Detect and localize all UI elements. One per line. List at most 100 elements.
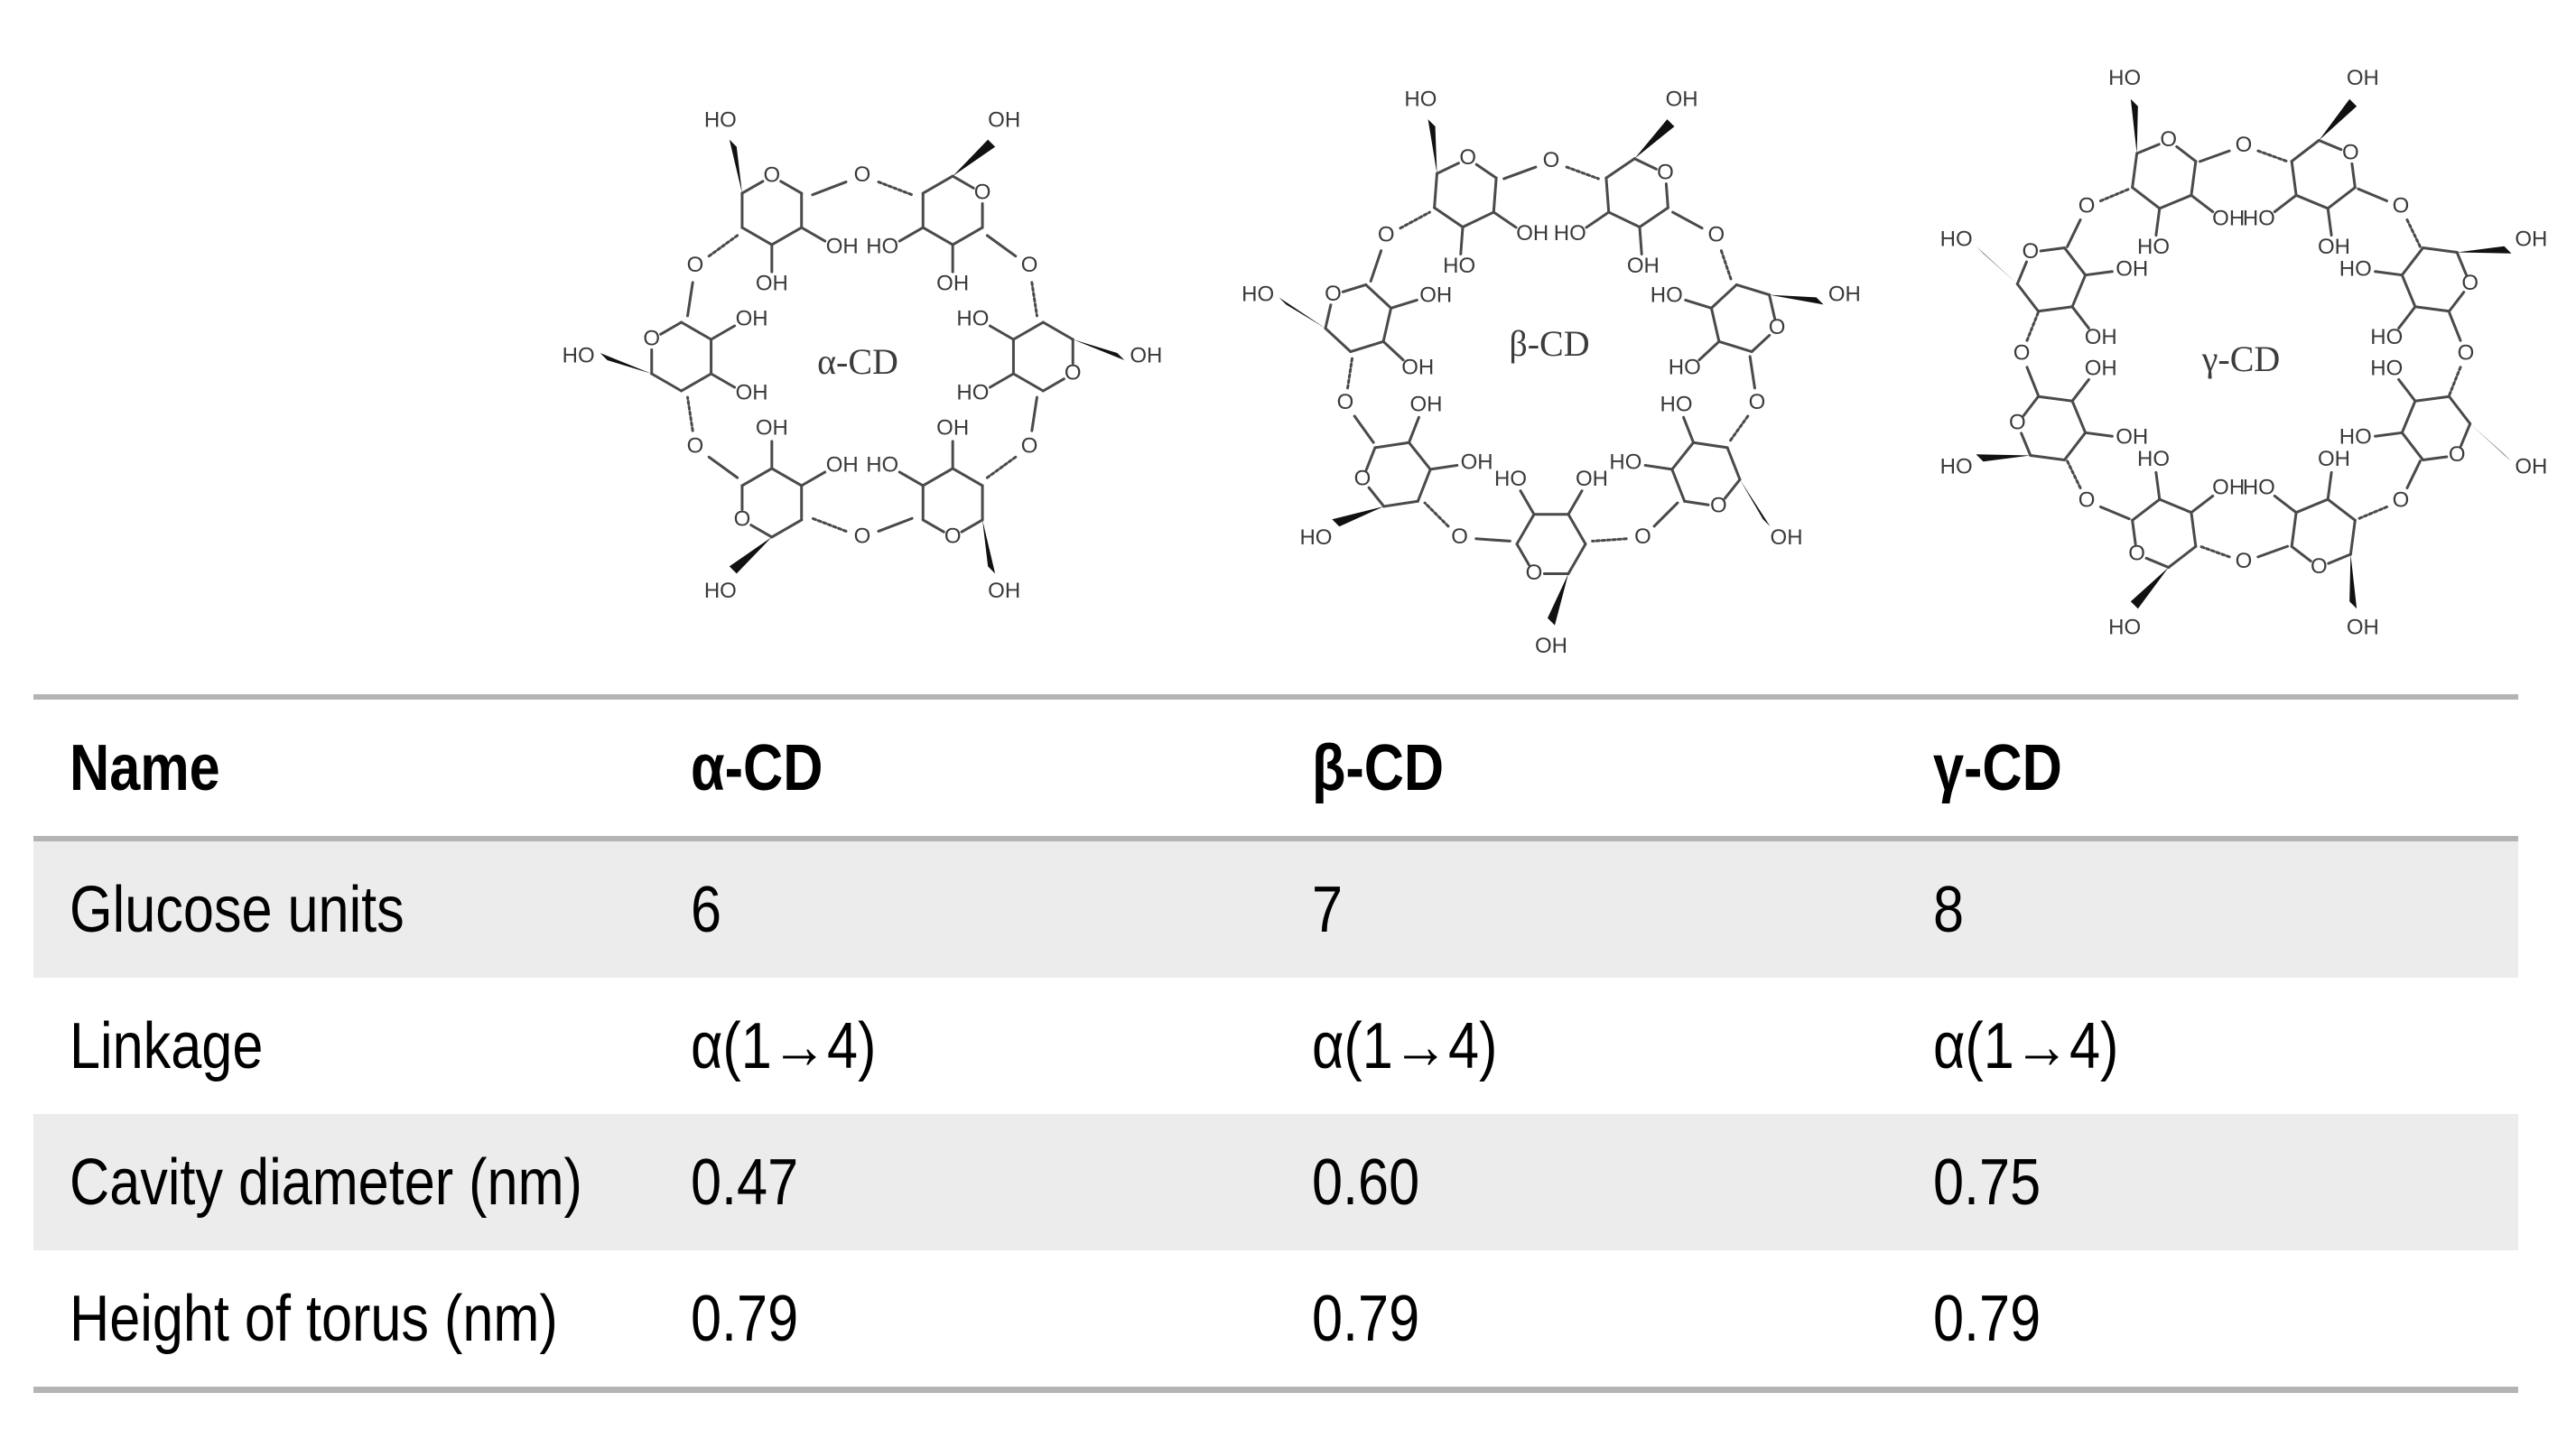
hydroxyl-label: OH xyxy=(826,452,859,477)
hydroxyl-label: HO xyxy=(866,234,898,258)
glucose-ring: O OH HO HO xyxy=(2339,357,2548,479)
glucose-ring: O HO OH OH xyxy=(704,108,859,296)
row-label: Cavity diameter (nm) xyxy=(33,1114,655,1250)
hydroxyl-label: HO xyxy=(1494,467,1527,491)
cell-value-text: 0.47 xyxy=(691,1146,799,1219)
table-row-cavity-diameter: Cavity diameter (nm) 0.47 0.60 0.75 xyxy=(33,1114,2518,1250)
cell-value: 0.47 xyxy=(655,1114,1276,1250)
cell-value-text: 7 xyxy=(1312,873,1344,946)
ring-oxygen-label: O xyxy=(1769,315,1786,339)
hydroxyl-label: HO xyxy=(2137,235,2170,259)
bridge-oxygen-label: O xyxy=(1021,434,1038,459)
ring-oxygen-label: O xyxy=(643,326,660,350)
cell-value: 8 xyxy=(1897,839,2518,978)
ring-oxygen-label: O xyxy=(1710,493,1727,517)
ring-oxygen-label: O xyxy=(2449,442,2466,467)
hydroxyl-label: HO xyxy=(2339,424,2372,449)
header-name-text: Name xyxy=(70,731,220,804)
glucose-ring: O HO OH OH xyxy=(563,306,768,404)
cell-value-text: 0.75 xyxy=(1933,1146,2041,1219)
hydroxyl-label: OH xyxy=(1828,282,1861,306)
hydroxyl-label: HO xyxy=(1669,356,1701,380)
hydroxyl-label: OH xyxy=(1576,467,1608,491)
hydroxyl-label: OH xyxy=(756,415,788,440)
hydroxyl-label: OH xyxy=(2347,615,2379,639)
hydroxyl-label: OH xyxy=(756,271,788,295)
header-gamma-cd-text: γ-CD xyxy=(1933,731,2062,804)
cell-value-text: 0.60 xyxy=(1312,1146,1420,1219)
hydroxyl-label: OH xyxy=(2318,235,2350,259)
cell-value-text: 8 xyxy=(1933,873,1965,946)
glucose-ring: O HO OH OH xyxy=(704,415,859,603)
hydroxyl-label: HO xyxy=(866,452,898,477)
bridge-oxygen-label: O xyxy=(687,253,704,277)
row-label: Height of torus (nm) xyxy=(33,1250,655,1390)
cell-value-text: 0.79 xyxy=(691,1282,799,1355)
hydroxyl-label: HO xyxy=(1554,221,1586,246)
hydroxyl-label: OH xyxy=(2212,206,2245,230)
structure-name-label: α-CD xyxy=(817,341,898,382)
hydroxyl-label: HO xyxy=(956,380,989,404)
bridge-oxygen-label: O xyxy=(2458,340,2475,365)
hydroxyl-label: HO xyxy=(956,306,989,330)
cell-value: 0.75 xyxy=(1897,1114,2518,1250)
ring-oxygen-label: O xyxy=(2311,554,2328,579)
bridge-oxygen-label: O xyxy=(2013,340,2031,365)
hydroxyl-label: OH xyxy=(1130,343,1162,367)
glucose-ring: O OH HO OH xyxy=(866,415,1020,603)
hydroxyl-label: HO xyxy=(1940,227,1973,251)
cell-value: α(1→4) xyxy=(1897,978,2518,1114)
hydroxyl-label: OH xyxy=(936,271,969,295)
glucose-ring: O OH HO OH xyxy=(2243,447,2379,640)
table-row-torus-height: Height of torus (nm) 0.79 0.79 0.79 xyxy=(33,1250,2518,1390)
bridge-oxygen-label: O xyxy=(2236,549,2253,573)
bridge-oxygen-label: O xyxy=(687,434,704,459)
glucose-ring: O HO OH OH xyxy=(1940,357,2149,479)
hydroxyl-label: OH xyxy=(988,579,1020,603)
table-row-linkage: Linkage α(1→4) α(1→4) α(1→4) xyxy=(33,978,2518,1114)
hydroxyl-label: HO xyxy=(704,108,737,133)
hydroxyl-label: HO xyxy=(1443,254,1475,278)
row-label: Linkage xyxy=(33,978,655,1114)
cyclodextrin-properties-table: Name α-CD β-CD γ-CD Glucose units 6 7 8 … xyxy=(33,694,2518,1393)
bridge-oxygen-label: O xyxy=(854,525,871,549)
hydroxyl-label: HO xyxy=(2137,447,2170,471)
hydroxyl-label: OH xyxy=(1401,356,1434,380)
bridge-oxygen-label: O xyxy=(1543,148,1560,172)
bridge-oxygen-label: O xyxy=(2393,193,2410,218)
hydroxyl-label: HO xyxy=(2243,206,2275,230)
row-label-text: Height of torus (nm) xyxy=(70,1282,558,1355)
hydroxyl-label: OH xyxy=(2515,227,2547,251)
cyclodextrin-structures-figure: O O O O O O O OH OH HO O OH HO HO O OH HO OH O HO OH OH O HO OH O… xyxy=(0,0,2576,686)
hydroxyl-label: OH xyxy=(1461,450,1493,475)
hydroxyl-label: OH xyxy=(2318,447,2350,471)
hydroxyl-label: HO xyxy=(1299,525,1332,550)
row-label-text: Glucose units xyxy=(70,873,405,946)
glucose-ring: O OH HO HO xyxy=(1609,393,1802,550)
cyclodextrin-structure-0: OOOOOOOOHOHHOOOHHOHOOOHHOOHOHOOHOHOHOOHO… xyxy=(563,108,1163,603)
bridge-oxygen-label: O xyxy=(2078,487,2096,512)
hydroxyl-label: HO xyxy=(2339,256,2372,281)
hydroxyl-label: OH xyxy=(1419,283,1452,308)
hydroxyl-label: OH xyxy=(936,415,969,440)
hydroxyl-label: HO xyxy=(1242,282,1274,306)
glucose-ring: O HO OH OH xyxy=(1940,227,2149,349)
hydroxyl-label: HO xyxy=(563,343,595,367)
hydroxyl-label: OH xyxy=(1666,87,1698,111)
hydroxyl-label: OH xyxy=(1535,634,1567,658)
hydroxyl-label: OH xyxy=(1516,221,1548,246)
glucose-ring: O OH HO HO xyxy=(2339,227,2548,349)
cell-value: α(1→4) xyxy=(655,978,1276,1114)
cell-value: 0.79 xyxy=(655,1250,1276,1390)
ring-oxygen-label: O xyxy=(1325,282,1342,306)
cell-value-text: 0.79 xyxy=(1312,1282,1420,1355)
hydroxyl-label: OH xyxy=(1627,254,1660,278)
hydroxyl-label: HO xyxy=(1940,454,1973,478)
hydroxyl-label: HO xyxy=(1609,450,1641,475)
cell-value: 0.79 xyxy=(1897,1250,2518,1390)
ring-oxygen-label: O xyxy=(974,180,991,204)
bridge-oxygen-label: O xyxy=(1378,223,1395,247)
header-beta-cd: β-CD xyxy=(1276,697,1897,839)
ring-oxygen-label: O xyxy=(1459,145,1476,170)
